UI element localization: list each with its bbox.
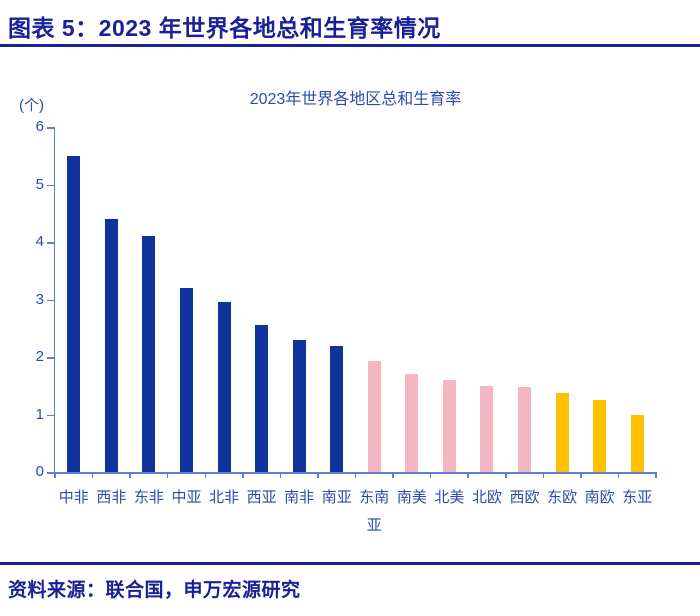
x-axis-tick (467, 472, 469, 478)
x-category-label: 西欧 (509, 489, 540, 506)
chart-bar (67, 155, 81, 472)
x-axis-tick (166, 472, 169, 478)
y-axis-tick (47, 127, 55, 129)
x-axis-tick (279, 472, 282, 478)
y-tick-label: 3 (35, 290, 44, 308)
x-category-label: 东亚 (622, 489, 653, 506)
x-axis-tick (580, 472, 582, 478)
x-category-label: 中亚 (171, 489, 202, 506)
x-category-label: 南亚 (321, 489, 352, 506)
x-category-label: 南美 (396, 489, 427, 506)
y-tick-label: 6 (35, 118, 44, 135)
x-category-label: 西非 (96, 489, 127, 506)
x-axis-tick (242, 472, 244, 478)
x-axis-tick (655, 472, 657, 478)
x-category-label: 北欧 (471, 489, 502, 506)
caption-underline (0, 44, 700, 47)
chart-bar (330, 345, 344, 472)
y-axis-unit-label: (个) (19, 97, 44, 114)
fertility-bar-chart: (个) 2023年世界各地区总和生育率 0 1 2 3 4 5 6 中非 西非 东非 中亚 北非 西亚南… (19, 91, 657, 534)
y-axis-tick (47, 357, 55, 359)
footer-divider (0, 562, 700, 565)
chart-bar (255, 325, 269, 472)
y-tick-label: 2 (35, 348, 44, 365)
y-axis-tick (47, 242, 55, 244)
y-axis-tick (47, 299, 55, 301)
x-axis-tick (542, 472, 545, 478)
chart-bar (142, 236, 156, 472)
figure-caption: 图表 5：2023 年世界各地总和生育率情况 (8, 15, 441, 41)
y-tick-label: 4 (35, 233, 44, 250)
chart-bar (179, 288, 193, 472)
chart-bar (104, 219, 118, 472)
y-axis-tick (47, 184, 55, 186)
y-tick-label: 0 (35, 463, 44, 480)
y-tick-label: 1 (35, 405, 44, 423)
x-category-label: 东非 (133, 489, 164, 506)
y-axis-tick (47, 472, 55, 474)
x-category-label: 北非 (209, 489, 240, 506)
x-category-label: 中非 (58, 489, 89, 506)
x-category-label: 东南亚 (359, 489, 390, 534)
chart-bar (518, 386, 532, 472)
x-axis-tick (617, 472, 620, 478)
x-category-label: 西亚 (246, 489, 277, 506)
x-axis-tick (429, 472, 432, 478)
x-axis-tick (317, 472, 319, 478)
y-axis-tick (47, 414, 55, 416)
x-axis-tick (354, 472, 357, 478)
x-axis-tick (392, 472, 394, 478)
x-axis-tick (91, 472, 94, 478)
chart-title: 2023年世界各地区总和生育率 (249, 91, 462, 108)
x-category-label: 南非 (284, 489, 315, 506)
source-note: 资料来源：联合国，申万宏源研究 (8, 580, 301, 601)
x-axis-tick (129, 472, 131, 478)
y-tick-label: 5 (35, 175, 44, 193)
x-axis-tick (505, 472, 507, 478)
x-axis-tick (54, 472, 56, 478)
chart-bar (442, 380, 456, 472)
x-category-label: 北美 (434, 489, 465, 506)
x-category-label: 东欧 (547, 489, 578, 506)
chart-bar (217, 302, 231, 472)
chart-bar (367, 361, 381, 472)
chart-bar (593, 399, 607, 472)
chart-bar (630, 414, 644, 472)
x-axis-tick (204, 472, 206, 478)
chart-bar (292, 339, 306, 472)
chart-bar (555, 393, 569, 472)
chart-bar (480, 385, 494, 472)
x-category-label: 南欧 (584, 489, 615, 506)
chart-bar (405, 374, 419, 472)
